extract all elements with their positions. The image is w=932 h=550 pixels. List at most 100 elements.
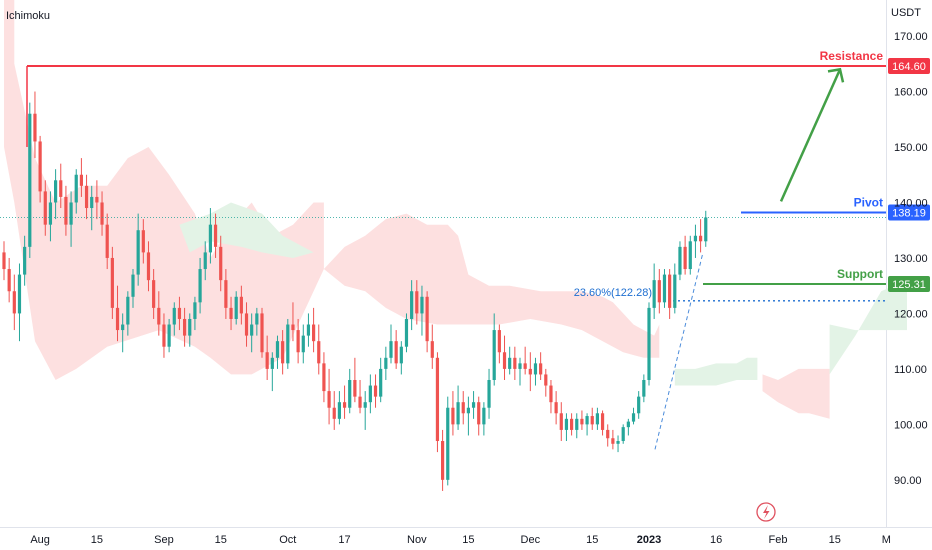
level-support[interactable]: Support 125.31 — [703, 267, 930, 292]
candle[interactable] — [657, 269, 661, 314]
candle[interactable] — [2, 241, 6, 281]
candle[interactable] — [420, 285, 424, 336]
candle[interactable] — [172, 302, 176, 336]
candle[interactable] — [100, 191, 104, 236]
candle[interactable] — [425, 291, 429, 353]
candle[interactable] — [570, 413, 574, 436]
candle[interactable] — [95, 180, 99, 220]
candle[interactable] — [105, 213, 109, 270]
candle[interactable] — [224, 269, 228, 319]
candle[interactable] — [177, 296, 182, 331]
candle[interactable] — [342, 385, 347, 419]
candle[interactable] — [404, 313, 409, 353]
candle[interactable] — [441, 429, 445, 491]
candle[interactable] — [229, 296, 233, 331]
candle[interactable] — [482, 402, 486, 436]
candle[interactable] — [590, 407, 594, 430]
candle[interactable] — [379, 357, 383, 403]
candle[interactable] — [513, 346, 517, 380]
candle[interactable] — [275, 335, 280, 369]
candle[interactable] — [595, 407, 599, 430]
candle[interactable] — [317, 324, 321, 375]
candle[interactable] — [554, 391, 558, 425]
candle[interactable] — [384, 346, 388, 380]
candle[interactable] — [461, 391, 465, 425]
candle[interactable] — [193, 296, 197, 331]
candle[interactable] — [7, 257, 11, 303]
candle[interactable] — [575, 413, 579, 439]
candle[interactable] — [410, 280, 414, 331]
candlestick-series[interactable] — [2, 91, 708, 491]
candle[interactable] — [48, 191, 53, 242]
candle[interactable] — [523, 346, 527, 375]
candle[interactable] — [59, 163, 63, 209]
candle[interactable] — [487, 368, 491, 419]
flash-icon[interactable] — [756, 502, 776, 522]
candle[interactable] — [64, 185, 68, 236]
candle[interactable] — [90, 185, 94, 231]
candle[interactable] — [162, 313, 166, 358]
candle[interactable] — [616, 435, 620, 453]
candle[interactable] — [688, 235, 692, 275]
candle[interactable] — [322, 352, 326, 403]
candle[interactable] — [219, 235, 223, 292]
candle[interactable] — [559, 402, 563, 442]
candle[interactable] — [69, 191, 73, 247]
candle[interactable] — [637, 391, 641, 419]
candle[interactable] — [451, 391, 455, 436]
indicator-label[interactable]: Ichimoku — [6, 10, 50, 22]
candle[interactable] — [508, 346, 512, 375]
candle[interactable] — [131, 269, 135, 308]
candle[interactable] — [585, 413, 589, 436]
candle[interactable] — [348, 368, 352, 414]
candle[interactable] — [301, 324, 305, 364]
level-resistance[interactable]: Resistance 164.60 — [26, 49, 930, 148]
candle[interactable] — [394, 330, 398, 369]
candle[interactable] — [54, 169, 58, 220]
candle[interactable] — [286, 318, 290, 369]
candle[interactable] — [255, 307, 259, 336]
candle[interactable] — [373, 374, 378, 408]
candle[interactable] — [611, 429, 615, 450]
candle[interactable] — [446, 396, 450, 486]
candle[interactable] — [353, 357, 357, 403]
candle[interactable] — [141, 219, 145, 264]
candle[interactable] — [152, 269, 156, 319]
candle[interactable] — [157, 291, 161, 336]
candle[interactable] — [699, 219, 703, 253]
candle[interactable] — [265, 335, 269, 380]
candle[interactable] — [492, 313, 496, 386]
candle[interactable] — [23, 235, 27, 286]
candle[interactable] — [198, 257, 202, 314]
candle[interactable] — [213, 213, 218, 258]
candle[interactable] — [234, 291, 238, 325]
candle[interactable] — [74, 169, 78, 214]
candle[interactable] — [456, 385, 460, 430]
candle[interactable] — [518, 357, 522, 386]
candle[interactable] — [281, 330, 285, 375]
candle[interactable] — [466, 396, 470, 436]
candle[interactable] — [358, 379, 362, 414]
candle[interactable] — [626, 418, 630, 436]
candle[interactable] — [167, 318, 171, 353]
candle[interactable] — [43, 180, 47, 236]
candle[interactable] — [260, 307, 264, 358]
candle[interactable] — [12, 274, 16, 331]
candle[interactable] — [291, 302, 295, 342]
candle[interactable] — [704, 210, 708, 247]
candle[interactable] — [528, 352, 532, 392]
candle[interactable] — [389, 324, 393, 364]
candle[interactable] — [38, 135, 42, 203]
candle[interactable] — [533, 357, 538, 386]
candle[interactable] — [580, 410, 584, 430]
candle[interactable] — [544, 368, 548, 397]
level-pivot[interactable]: Pivot 138.19 — [741, 196, 930, 221]
candle[interactable] — [368, 374, 372, 414]
candle[interactable] — [136, 213, 140, 286]
candle[interactable] — [673, 263, 677, 314]
candle[interactable] — [652, 263, 656, 319]
candle[interactable] — [110, 246, 114, 319]
candle[interactable] — [146, 241, 151, 292]
candle[interactable] — [17, 263, 22, 342]
